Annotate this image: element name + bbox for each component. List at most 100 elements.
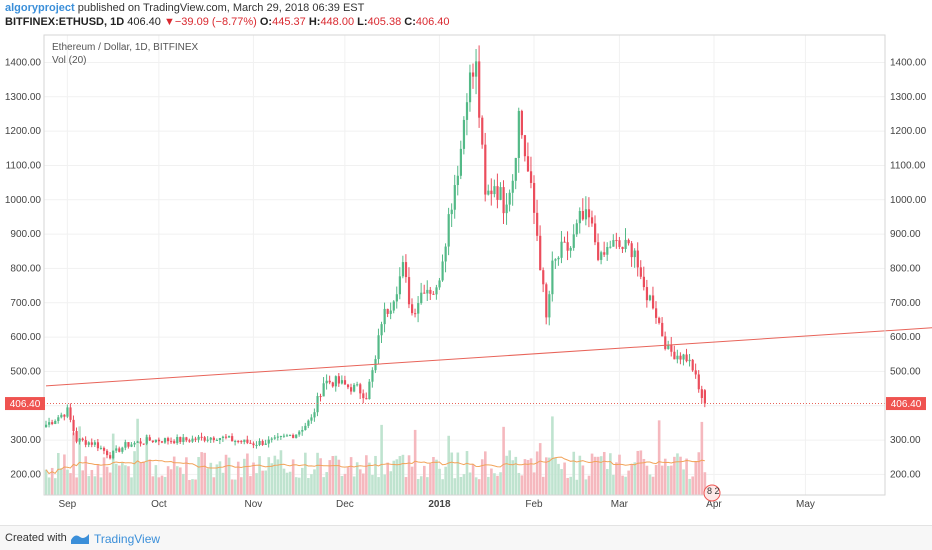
volume-bar bbox=[416, 478, 420, 495]
volume-bar bbox=[587, 475, 591, 495]
candle-body bbox=[630, 243, 633, 258]
candle-body bbox=[514, 157, 517, 181]
volume-bar bbox=[246, 453, 249, 495]
candle-body bbox=[435, 287, 438, 295]
volume-bar bbox=[310, 474, 313, 495]
y-tick-label-right: 900.00 bbox=[890, 229, 921, 240]
candle-body bbox=[398, 276, 401, 295]
volume-bar bbox=[221, 472, 225, 495]
y-tick-label-left: 1200.00 bbox=[5, 126, 42, 137]
volume-bar bbox=[529, 458, 533, 495]
volume-bar bbox=[660, 465, 664, 495]
candle-body bbox=[551, 260, 554, 295]
volume-bar bbox=[386, 462, 389, 495]
candle-body bbox=[670, 344, 673, 352]
volume-bar bbox=[630, 464, 633, 495]
x-axis[interactable]: Sep Oct Nov Dec 2018 Feb Mar Apr May bbox=[58, 499, 814, 510]
trendline[interactable] bbox=[45, 327, 932, 387]
candle-body bbox=[221, 436, 225, 438]
close-value: 406.40 bbox=[415, 16, 450, 28]
volume-bar bbox=[514, 456, 518, 495]
candle-body bbox=[292, 434, 295, 438]
candle-body bbox=[481, 117, 484, 145]
volume-bar bbox=[63, 454, 66, 495]
candle-body bbox=[304, 425, 307, 431]
volume-bar bbox=[465, 451, 469, 495]
volume-bar bbox=[560, 469, 563, 495]
volume-bar bbox=[182, 473, 185, 495]
candle-body bbox=[658, 317, 661, 323]
price-chart[interactable]: 1400.00 1400.00 1300.00 1300.00 1200.00 1200.… bbox=[0, 30, 932, 526]
volume-bar bbox=[264, 470, 267, 495]
candle-body bbox=[691, 359, 694, 371]
volume-bar bbox=[188, 479, 191, 495]
volume-bar bbox=[459, 476, 463, 495]
candle-body bbox=[590, 217, 594, 224]
candle-body bbox=[575, 223, 578, 235]
volume-bar bbox=[96, 464, 100, 495]
candle-body bbox=[328, 380, 331, 383]
tradingview-link[interactable]: TradingView bbox=[94, 532, 161, 546]
symbol-line: BITFINEX:ETHUSD, 1D 406.40 ▼−39.09 (−8.7… bbox=[5, 16, 450, 28]
candle-body bbox=[127, 442, 130, 447]
event-flag-icon[interactable] bbox=[703, 484, 721, 502]
volume-bar bbox=[429, 463, 432, 495]
candle-body bbox=[499, 187, 502, 200]
volume-bar bbox=[169, 469, 173, 495]
volume-bar bbox=[75, 477, 78, 495]
volume-bar bbox=[78, 426, 81, 495]
y-tick-label-right: 300.00 bbox=[890, 435, 921, 446]
volume-bar bbox=[648, 474, 652, 495]
candle-body bbox=[703, 390, 706, 404]
price-badge-left: 406.40 bbox=[5, 397, 45, 411]
candle-body bbox=[179, 437, 182, 442]
symbol-label[interactable]: BITFINEX:ETHUSD, 1D bbox=[5, 16, 125, 28]
y-axis[interactable]: 1400.00 1400.00 1300.00 1300.00 1200.00 1200.… bbox=[5, 57, 927, 480]
volume-bar bbox=[99, 477, 103, 495]
volume-bar bbox=[468, 472, 472, 495]
candle-body bbox=[276, 436, 279, 438]
volume-bar bbox=[252, 462, 255, 495]
volume-bar bbox=[697, 452, 701, 495]
candle-body bbox=[371, 370, 374, 382]
footer: Created with TradingView bbox=[0, 525, 932, 550]
candle-body bbox=[45, 424, 48, 428]
y-tick-label-left: 800.00 bbox=[10, 263, 41, 274]
x-tick-label: Feb bbox=[525, 499, 543, 510]
candle-body bbox=[404, 262, 408, 278]
candle-body bbox=[173, 441, 176, 444]
volume-bar bbox=[93, 476, 97, 495]
volume-bar bbox=[474, 477, 478, 495]
volume-bar bbox=[621, 475, 624, 495]
volume-bar bbox=[471, 464, 475, 495]
volume-bar bbox=[197, 457, 200, 495]
candle-body bbox=[359, 384, 362, 394]
chart-grid bbox=[44, 35, 885, 495]
volume-bar bbox=[581, 465, 585, 495]
tradingview-logo-icon[interactable] bbox=[70, 531, 90, 545]
events-marker[interactable]: 8 2 bbox=[703, 484, 721, 502]
candle-body bbox=[615, 240, 618, 242]
candle-body bbox=[633, 250, 636, 258]
open-value: 445.37 bbox=[272, 16, 306, 28]
candle-body bbox=[560, 241, 563, 258]
candle-body bbox=[453, 185, 456, 210]
volume-bar bbox=[477, 479, 481, 495]
volume-bar bbox=[441, 479, 444, 495]
volume-bar bbox=[480, 459, 484, 495]
volume-bar bbox=[108, 472, 112, 495]
volume-bar bbox=[596, 456, 600, 495]
y-tick-label-left: 500.00 bbox=[10, 366, 41, 377]
candle-body bbox=[69, 407, 72, 420]
candle-body bbox=[563, 241, 566, 243]
price-badge-right-bg bbox=[886, 397, 926, 411]
volume-bar bbox=[127, 466, 130, 495]
author-link[interactable]: algoryproject bbox=[5, 2, 75, 14]
candle-body bbox=[170, 441, 173, 443]
volume-bar bbox=[578, 455, 582, 495]
volume-bar bbox=[368, 462, 371, 495]
candle-body bbox=[639, 267, 642, 277]
volume-bar bbox=[337, 459, 341, 495]
volume-bar bbox=[130, 477, 133, 495]
candle-body bbox=[51, 422, 54, 424]
